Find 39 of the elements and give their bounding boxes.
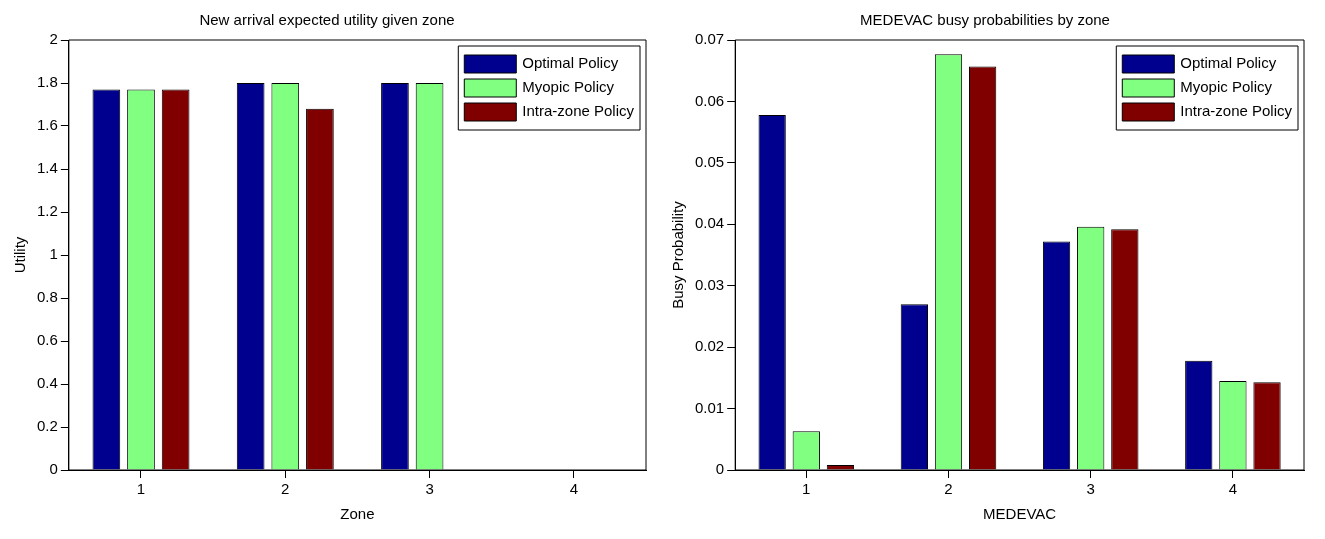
x-tick-label: 2 <box>944 480 953 498</box>
y-tick-label: 1.6 <box>36 116 58 134</box>
legend-label: Intra-zone Policy <box>1180 102 1293 120</box>
y-tick-label: 0.05 <box>694 153 725 170</box>
legend-label: Optimal Policy <box>522 54 619 72</box>
y-tick-label: 0.07 <box>694 30 725 48</box>
legend-label: Myopic Policy <box>1180 78 1273 96</box>
y-tick-label: 0 <box>715 460 725 478</box>
y-tick-label: 1.2 <box>36 202 58 220</box>
x-tick-label: 2 <box>281 480 290 498</box>
x-tick-label: 3 <box>1086 480 1095 498</box>
legend-label: Optimal Policy <box>1180 54 1277 72</box>
y-tick-label: 1.8 <box>36 73 58 91</box>
x-axis-title: Zone <box>340 505 375 523</box>
chart-title: New arrival expected utility given zone <box>199 11 455 29</box>
y-tick-label: 2 <box>49 30 58 48</box>
y-tick-label: 1.4 <box>36 159 58 177</box>
y-axis-title: Utility <box>11 236 29 274</box>
chart-title: MEDEVAC busy probabilities by zone <box>860 11 1110 29</box>
y-tick-label: 1 <box>49 245 58 263</box>
y-tick-label: 0.03 <box>694 275 725 293</box>
x-tick-label: 4 <box>569 480 579 498</box>
x-tick-label: 4 <box>1228 480 1238 498</box>
x-tick-label: 1 <box>802 480 811 498</box>
y-tick-label: 0.2 <box>36 417 58 435</box>
y-tick-label: 0.01 <box>694 398 725 416</box>
y-tick-label: 0 <box>49 460 58 478</box>
x-tick-label: 3 <box>425 480 434 498</box>
legend-label: Myopic Policy <box>522 78 615 96</box>
legend-label: Intra-zone Policy <box>522 102 635 120</box>
y-tick-label: 0.8 <box>36 288 58 306</box>
y-tick-label: 0.4 <box>36 374 58 392</box>
y-tick-label: 0.6 <box>36 331 58 349</box>
x-tick-label: 1 <box>136 480 146 498</box>
x-axis-title: MEDEVAC <box>983 505 1057 523</box>
y-tick-label: 0.02 <box>694 337 725 355</box>
y-axis-title: Busy Probability <box>669 200 687 309</box>
y-tick-label: 0.06 <box>694 91 725 109</box>
y-tick-label: 0.04 <box>694 214 725 232</box>
